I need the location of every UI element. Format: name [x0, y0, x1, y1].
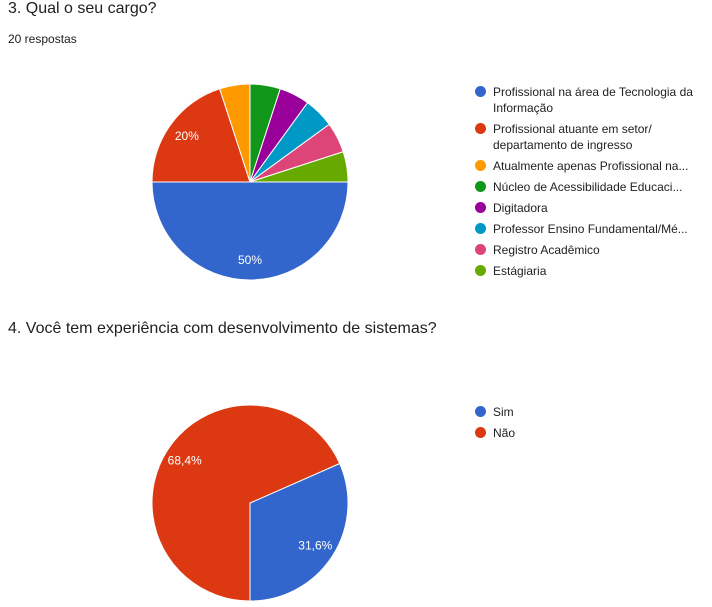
- legend-label: Núcleo de Acessibilidade Educaci...: [493, 180, 683, 194]
- legend-item-registro-academico[interactable]: Registro Acadêmico: [475, 242, 711, 258]
- legend-item-sim[interactable]: Sim: [475, 404, 711, 420]
- legend-label: Profissional atuante em setor/ departame…: [493, 122, 652, 152]
- legend-label: Atualmente apenas Profissional na...: [493, 159, 689, 173]
- legend-label: Não: [493, 426, 516, 440]
- legend-label: Registro Acadêmico: [493, 243, 600, 257]
- legend-color-dot-icon: [475, 427, 486, 438]
- question-4-title: 4. Você tem experiência com desenvolvime…: [8, 320, 437, 337]
- pie-data-label: 50%: [238, 253, 262, 267]
- pie-data-label: 31,6%: [298, 539, 332, 553]
- legend-label: Sim: [493, 405, 514, 419]
- legend-color-dot-icon: [475, 160, 486, 171]
- legend-cargo: Profissional na área de Tecnologia da In…: [475, 84, 711, 284]
- question-3-response-count: 20 respostas: [8, 32, 77, 46]
- legend-item-profissional-atuante-em-setor-departamento-de-ingresso[interactable]: Profissional atuante em setor/ departame…: [475, 121, 711, 153]
- legend-color-dot-icon: [475, 202, 486, 213]
- pie-slice-estagiaria[interactable]: [249, 151, 349, 183]
- question-3-title: 3. Qual o seu cargo?: [8, 0, 157, 17]
- legend-label: Digitadora: [493, 201, 548, 215]
- legend-color-dot-icon: [475, 244, 486, 255]
- legend-color-dot-icon: [475, 223, 486, 234]
- legend-label: Estágiaria: [493, 264, 547, 278]
- legend-item-nao[interactable]: Não: [475, 425, 711, 441]
- legend-color-dot-icon: [475, 86, 486, 97]
- legend-item-professor-ensino-fundamental-me[interactable]: Professor Ensino Fundamental/Mé...: [475, 221, 711, 237]
- legend-color-dot-icon: [475, 181, 486, 192]
- pie-chart-experiencia: 31,6% 68,4%: [151, 404, 349, 602]
- legend-item-estagiaria[interactable]: Estágiaria: [475, 263, 711, 279]
- pie-data-label: 20%: [175, 129, 199, 143]
- legend-label: Profissional na área de Tecnologia da In…: [493, 85, 693, 115]
- pie-slice-sim[interactable]: [249, 462, 349, 602]
- legend-item-profissional-na-area-de-tecnologia-da-informacao[interactable]: Profissional na área de Tecnologia da In…: [475, 84, 711, 116]
- pie-slice-profissional-na-area-de-tecnologia-da-informacao[interactable]: [151, 181, 349, 281]
- legend-item-digitadora[interactable]: Digitadora: [475, 200, 711, 216]
- legend-experiencia: Sim Não: [475, 404, 711, 446]
- pie-chart-cargo: 50% 20%: [151, 83, 349, 281]
- pie-data-label: 68,4%: [168, 453, 202, 467]
- legend-item-nucleo-de-acessibilidade-educaci[interactable]: Núcleo de Acessibilidade Educaci...: [475, 179, 711, 195]
- pie-slice-nao[interactable]: [151, 404, 341, 602]
- legend-color-dot-icon: [475, 123, 486, 134]
- legend-item-atualmente-apenas-profissional-na[interactable]: Atualmente apenas Profissional na...: [475, 158, 711, 174]
- legend-label: Professor Ensino Fundamental/Mé...: [493, 222, 688, 236]
- legend-color-dot-icon: [475, 265, 486, 276]
- pie-slice-profissional-atuante-em-setor-departamento-de-ingresso[interactable]: [151, 88, 251, 183]
- legend-color-dot-icon: [475, 406, 486, 417]
